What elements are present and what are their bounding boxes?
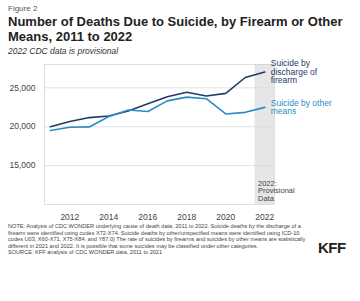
svg-text:2022: 2022 xyxy=(255,212,274,222)
svg-text:2014: 2014 xyxy=(99,212,118,222)
svg-text:2012: 2012 xyxy=(60,212,79,222)
svg-text:25,000: 25,000 xyxy=(10,83,36,93)
html-text:KFF: KFF xyxy=(318,239,346,256)
html-text:SOURCE: KFF analysis of CDC WO: SOURCE: KFF analysis of CDC WONDER data,… xyxy=(8,249,163,256)
svg-text:20,000: 20,000 xyxy=(10,121,36,131)
svg-text:15,000: 15,000 xyxy=(10,160,36,170)
html-text:NOTE: Analysis of CDC WONDER u: NOTE: Analysis of CDC WONDER underlying … xyxy=(8,223,306,249)
html-text:Figure 2: Figure 2 xyxy=(8,4,38,13)
svg-text:2020: 2020 xyxy=(216,212,235,222)
svg-text:2016: 2016 xyxy=(138,212,157,222)
svg-text:Suicide bydischarge offirearm: Suicide bydischarge offirearm xyxy=(271,58,318,85)
svg-text:2018: 2018 xyxy=(177,212,196,222)
svg-text:2022:ProvisionalData: 2022:ProvisionalData xyxy=(258,179,295,203)
html-text:Number of Deaths Due to Suicid: Number of Deaths Due to Suicide, by Fire… xyxy=(8,14,343,44)
svg-text:Suicide by othermeans: Suicide by othermeans xyxy=(271,98,332,117)
html-text:2022 CDC data is provisional: 2022 CDC data is provisional xyxy=(8,46,119,56)
